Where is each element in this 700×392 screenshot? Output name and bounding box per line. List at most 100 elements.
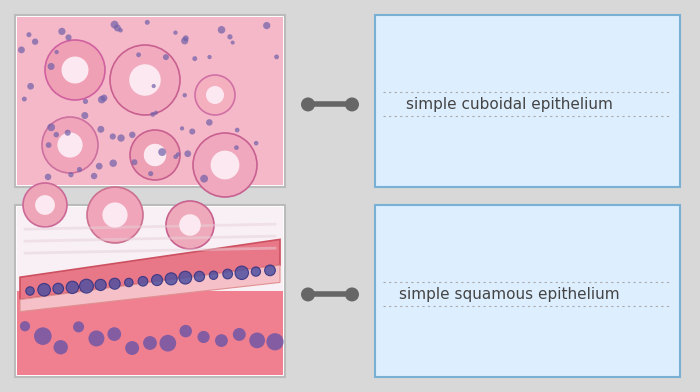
Circle shape xyxy=(66,281,78,294)
Circle shape xyxy=(83,99,88,104)
Circle shape xyxy=(27,83,34,90)
Circle shape xyxy=(231,40,234,45)
Circle shape xyxy=(197,331,210,343)
Circle shape xyxy=(193,56,197,61)
FancyBboxPatch shape xyxy=(17,17,283,185)
Circle shape xyxy=(179,325,192,338)
Circle shape xyxy=(148,171,153,176)
Circle shape xyxy=(110,133,116,140)
Circle shape xyxy=(109,278,120,289)
Circle shape xyxy=(42,117,98,173)
Text: simple cuboidal epithelium: simple cuboidal epithelium xyxy=(406,97,612,112)
Circle shape xyxy=(143,336,157,350)
Circle shape xyxy=(45,40,105,100)
Circle shape xyxy=(125,341,139,355)
Circle shape xyxy=(265,265,275,276)
Circle shape xyxy=(179,271,192,284)
Circle shape xyxy=(18,47,25,53)
Circle shape xyxy=(211,151,239,180)
Circle shape xyxy=(102,202,127,228)
Circle shape xyxy=(166,201,214,249)
Circle shape xyxy=(184,151,191,157)
Text: simple squamous epithelium: simple squamous epithelium xyxy=(399,287,620,302)
Circle shape xyxy=(193,133,257,197)
Circle shape xyxy=(263,22,270,29)
Circle shape xyxy=(218,26,225,34)
Circle shape xyxy=(154,111,158,115)
Circle shape xyxy=(209,271,218,279)
Circle shape xyxy=(183,35,189,41)
Circle shape xyxy=(223,269,232,279)
Circle shape xyxy=(195,75,235,115)
Circle shape xyxy=(301,98,315,111)
Circle shape xyxy=(130,64,161,96)
Circle shape xyxy=(118,28,122,33)
Circle shape xyxy=(129,132,136,138)
Circle shape xyxy=(183,93,187,97)
Circle shape xyxy=(97,126,104,133)
FancyBboxPatch shape xyxy=(15,15,285,187)
Circle shape xyxy=(160,335,176,352)
Circle shape xyxy=(53,340,68,354)
Circle shape xyxy=(48,123,55,131)
Circle shape xyxy=(118,134,125,142)
Circle shape xyxy=(189,129,195,134)
Circle shape xyxy=(88,330,104,347)
Circle shape xyxy=(53,283,64,294)
Circle shape xyxy=(38,283,50,296)
Circle shape xyxy=(267,333,284,350)
Circle shape xyxy=(109,160,117,167)
Circle shape xyxy=(152,84,156,88)
Circle shape xyxy=(180,126,184,131)
Circle shape xyxy=(107,327,121,341)
Circle shape xyxy=(174,31,178,35)
Circle shape xyxy=(138,276,148,286)
Circle shape xyxy=(234,145,239,150)
Circle shape xyxy=(174,154,178,159)
Circle shape xyxy=(32,38,38,45)
Circle shape xyxy=(233,328,246,341)
FancyBboxPatch shape xyxy=(17,207,283,291)
Circle shape xyxy=(23,183,67,227)
Circle shape xyxy=(150,112,155,117)
Circle shape xyxy=(111,21,118,29)
Circle shape xyxy=(65,34,71,40)
Circle shape xyxy=(249,332,265,348)
Circle shape xyxy=(96,163,103,170)
Circle shape xyxy=(345,287,359,301)
Circle shape xyxy=(163,54,169,60)
Circle shape xyxy=(26,287,34,295)
Circle shape xyxy=(35,195,55,215)
FancyBboxPatch shape xyxy=(17,291,283,375)
Circle shape xyxy=(165,273,177,285)
Circle shape xyxy=(62,56,88,83)
Circle shape xyxy=(235,266,248,279)
Circle shape xyxy=(64,130,71,136)
Circle shape xyxy=(20,321,30,331)
Circle shape xyxy=(98,96,106,103)
Circle shape xyxy=(58,28,66,35)
Circle shape xyxy=(22,96,27,102)
Circle shape xyxy=(228,34,232,40)
Circle shape xyxy=(95,279,106,290)
Circle shape xyxy=(254,141,258,145)
FancyBboxPatch shape xyxy=(375,15,680,187)
Circle shape xyxy=(145,20,150,25)
Circle shape xyxy=(87,187,143,243)
Circle shape xyxy=(81,112,88,119)
Circle shape xyxy=(181,37,188,44)
Circle shape xyxy=(179,214,201,236)
Circle shape xyxy=(91,173,97,179)
Circle shape xyxy=(27,32,31,37)
Circle shape xyxy=(101,94,107,102)
FancyBboxPatch shape xyxy=(375,205,680,377)
Circle shape xyxy=(114,25,121,31)
Circle shape xyxy=(158,148,166,156)
Circle shape xyxy=(176,152,180,156)
Circle shape xyxy=(136,53,141,57)
Circle shape xyxy=(57,132,83,158)
FancyBboxPatch shape xyxy=(15,205,285,377)
Circle shape xyxy=(301,287,315,301)
Circle shape xyxy=(132,159,137,165)
Polygon shape xyxy=(20,240,280,299)
